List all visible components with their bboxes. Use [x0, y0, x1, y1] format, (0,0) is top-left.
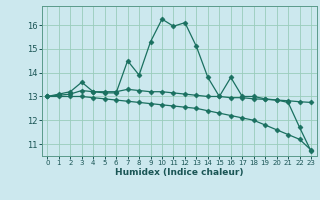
X-axis label: Humidex (Indice chaleur): Humidex (Indice chaleur) [115, 168, 244, 177]
